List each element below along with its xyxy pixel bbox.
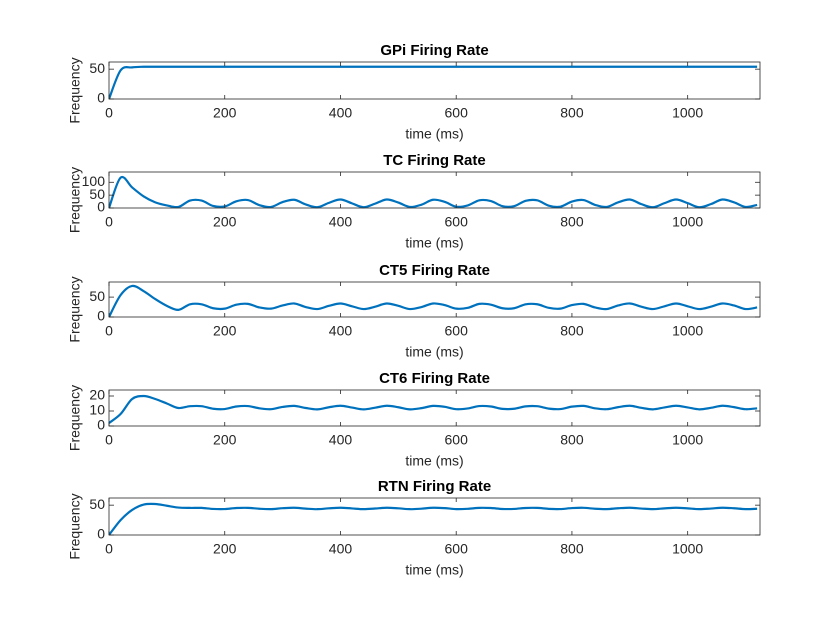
plot-area	[109, 498, 760, 535]
x-tick-label: 1000	[672, 105, 703, 121]
x-tick-label: 1000	[672, 323, 703, 339]
chart-title: RTN Firing Rate	[378, 478, 491, 495]
y-axis-label: Frequency	[67, 385, 83, 451]
y-tick-label: 0	[97, 308, 105, 324]
x-tick-label: 1000	[672, 214, 703, 230]
x-tick-label: 200	[213, 105, 237, 121]
data-line	[109, 284, 758, 318]
x-tick-label: 600	[445, 432, 469, 448]
y-tick-label: 10	[89, 402, 105, 418]
data-line	[109, 502, 758, 536]
data-line	[109, 394, 758, 424]
x-axis-label: time (ms)	[405, 562, 463, 578]
y-axis-label: Frequency	[67, 493, 83, 559]
y-tick-label: 50	[89, 186, 105, 202]
axes-box	[108, 61, 761, 100]
y-tick-label: 50	[89, 496, 105, 512]
x-tick-label: 600	[445, 323, 469, 339]
series	[109, 175, 758, 209]
y-tick-label: 0	[97, 417, 105, 433]
axes-box	[108, 497, 761, 536]
axes-box	[108, 389, 761, 427]
subplot: 0 200 400 600 800 1000 0 50 GPi Firing Rate time …	[67, 42, 761, 142]
plot-area	[109, 390, 760, 426]
x-tick-label: 400	[329, 432, 353, 448]
x-tick-label: 800	[560, 541, 584, 557]
x-tick-label: 1000	[672, 432, 703, 448]
x-tick-label: 0	[105, 323, 113, 339]
axes-box	[108, 281, 761, 318]
x-tick-label: 200	[213, 432, 237, 448]
chart-title: CT5 Firing Rate	[379, 262, 490, 279]
data-line	[109, 65, 758, 100]
x-tick-label: 800	[560, 432, 584, 448]
x-tick-label: 800	[560, 105, 584, 121]
plot-area	[109, 282, 760, 317]
x-tick-label: 400	[329, 105, 353, 121]
plot-area	[109, 172, 760, 208]
x-tick-label: 0	[105, 105, 113, 121]
data-line	[109, 175, 758, 209]
subplot: 0 200 400 600 800 1000 0 50 RTN Firing Rate time …	[67, 478, 761, 578]
chart-title: GPi Firing Rate	[380, 42, 488, 59]
x-tick-label: 0	[105, 541, 113, 557]
x-axis-label: time (ms)	[405, 235, 463, 251]
y-axis-label: Frequency	[67, 276, 83, 342]
x-tick-label: 600	[445, 541, 469, 557]
x-tick-label: 600	[445, 105, 469, 121]
subplot: 0 200 400 600 800 1000 0 50 CT5 Firing Rate time …	[67, 262, 761, 360]
y-tick-label: 0	[97, 199, 105, 215]
x-tick-label: 800	[560, 323, 584, 339]
x-tick-label: 200	[213, 214, 237, 230]
x-axis-label: time (ms)	[405, 344, 463, 360]
x-tick-label: 0	[105, 432, 113, 448]
y-axis-label: Frequency	[67, 57, 83, 123]
y-tick-label: 0	[97, 526, 105, 542]
x-axis-label: time (ms)	[405, 453, 463, 469]
series	[109, 284, 758, 318]
chart-title: TC Firing Rate	[383, 152, 486, 169]
x-tick-label: 400	[329, 541, 353, 557]
x-tick-label: 400	[329, 323, 353, 339]
axes-box	[108, 171, 761, 209]
x-tick-label: 0	[105, 214, 113, 230]
series	[109, 394, 758, 424]
x-tick-label: 1000	[672, 541, 703, 557]
y-tick-label: 100	[82, 173, 106, 189]
x-tick-label: 200	[213, 541, 237, 557]
y-tick-label: 50	[89, 60, 105, 76]
y-tick-label: 0	[97, 90, 105, 106]
x-tick-label: 600	[445, 214, 469, 230]
series	[109, 65, 758, 100]
plot-area	[109, 62, 760, 99]
x-tick-label: 800	[560, 214, 584, 230]
x-tick-label: 200	[213, 323, 237, 339]
x-tick-label: 400	[329, 214, 353, 230]
series	[109, 502, 758, 536]
y-axis-label: Frequency	[67, 167, 83, 233]
x-axis-label: time (ms)	[405, 126, 463, 142]
y-tick-label: 20	[89, 387, 105, 403]
y-tick-label: 50	[89, 288, 105, 304]
chart-title: CT6 Firing Rate	[379, 370, 490, 387]
